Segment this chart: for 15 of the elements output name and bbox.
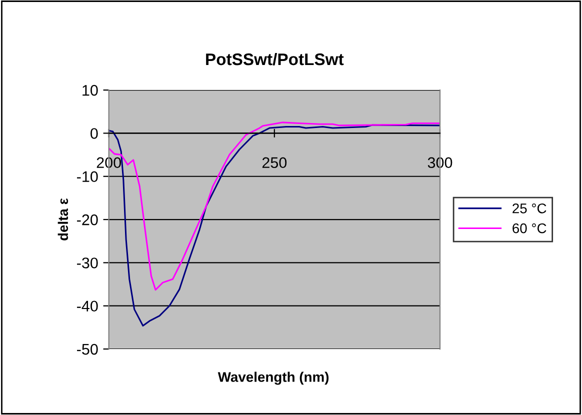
y-axis-title: delta ε — [58, 198, 68, 240]
y-tick-label: -50 — [77, 344, 98, 355]
y-tick-label: -10 — [77, 171, 98, 182]
y-tick-label: 10 — [82, 84, 98, 96]
x-tick-label: 300 — [428, 157, 452, 168]
y-tick-label: -20 — [77, 214, 98, 226]
y-tick-label: 0 — [90, 128, 98, 139]
x-tick-label: 200 — [96, 157, 121, 168]
legend-label: 25 °C — [512, 203, 546, 214]
y-tick-label: -40 — [77, 300, 98, 312]
chart-title: PotSSwt/PotLSwt — [206, 52, 344, 66]
y-tick-label: -30 — [77, 258, 98, 268]
x-axis-title: Wavelength (nm) — [218, 372, 329, 385]
x-tick-label: 250 — [262, 157, 287, 168]
legend-label: 60 °C — [512, 223, 546, 234]
